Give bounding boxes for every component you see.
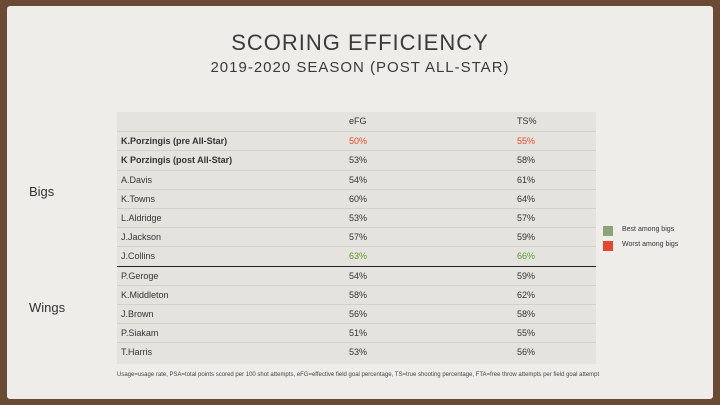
cell-player: K Porzingis (post All-Star) [121, 155, 233, 166]
cell-ts: 55% [517, 136, 536, 147]
cell-ts: 57% [517, 213, 536, 223]
cell-player: T.Harris [121, 347, 152, 358]
table-row: P.Geroge 54% 59% [117, 265, 596, 286]
cell-efg: 57% [349, 232, 368, 243]
table-row: P.Siakam 51% 55% [117, 323, 596, 343]
table-row: K.Middleton 58% 62% [117, 284, 596, 305]
cell-player: L.Aldridge [121, 213, 162, 223]
cell-ts: 59% [517, 232, 536, 243]
cell-efg: 53% [349, 155, 368, 166]
table-row: J.Jackson 57% 59% [117, 227, 596, 247]
cell-efg: 60% [349, 193, 368, 204]
cell-player: P.Geroge [121, 270, 159, 281]
group-label-wings: Wings [29, 300, 66, 315]
cell-ts: 56% [517, 347, 536, 358]
legend-worst-swatch [603, 241, 613, 251]
cell-ts: 58% [517, 155, 536, 166]
efficiency-table: eFG TS% K.Porzingis (pre All-Star) 50% 55%… [117, 112, 596, 364]
table-row: L.Aldridge 53% 57% [117, 208, 596, 228]
cell-ts: 62% [517, 289, 536, 300]
table-row: K.Porzingis (pre All-Star) 50% 55% [117, 131, 596, 151]
cell-player: A.Davis [121, 174, 153, 185]
cell-player: K.Towns [121, 193, 156, 204]
cell-efg: 53% [349, 347, 368, 358]
slide: SCORING EFFICIENCY 2019-2020 SEASON (POS… [7, 6, 713, 399]
table-row: J.Brown 56% 58% [117, 304, 596, 324]
cell-ts: 61% [517, 174, 536, 185]
cell-player: K.Middleton [121, 289, 169, 300]
cell-ts: 64% [517, 193, 536, 204]
legend-worst-label: Worst among bigs [622, 241, 679, 248]
legend-best-label: Best among bigs [622, 226, 675, 233]
cell-efg: 58% [349, 289, 368, 300]
cell-player: J.Brown [121, 309, 154, 319]
cell-efg: 54% [349, 270, 368, 281]
cell-efg: 63% [349, 251, 368, 262]
cell-efg: 56% [349, 309, 368, 319]
table-row: T.Harris 53% 56% [117, 342, 596, 362]
cell-player: J.Jackson [121, 232, 162, 243]
cell-player: P.Siakam [121, 328, 159, 339]
cell-ts: 55% [517, 328, 536, 339]
cell-efg: 50% [349, 136, 368, 147]
chart-subtitle: 2019-2020 SEASON (POST ALL-STAR) [210, 59, 510, 76]
cell-ts: 66% [517, 251, 536, 262]
cell-efg: 54% [349, 174, 368, 185]
cell-efg: 53% [349, 213, 368, 223]
table-row: J.Collins 63% 66% [117, 246, 596, 266]
legend-best-swatch [603, 226, 613, 236]
cell-ts: 58% [517, 309, 536, 319]
table-header-row: eFG TS% [117, 112, 596, 131]
table-row: A.Davis 54% 61% [117, 169, 596, 190]
cell-efg: 51% [349, 328, 368, 339]
footnote: Usage=usage rate, PSA=total points score… [117, 372, 600, 378]
cell-player: J.Collins [121, 251, 156, 262]
header-ts: TS% [517, 116, 537, 126]
table-row: K Porzingis (post All-Star) 53% 58% [117, 150, 596, 170]
cell-player: K.Porzingis (pre All-Star) [121, 136, 228, 147]
chart-title: SCORING EFFICIENCY [231, 30, 489, 55]
cell-ts: 59% [517, 270, 536, 281]
group-label-bigs: Bigs [29, 184, 55, 199]
table-row: K.Towns 60% 64% [117, 188, 596, 209]
header-efg: eFG [349, 116, 367, 126]
